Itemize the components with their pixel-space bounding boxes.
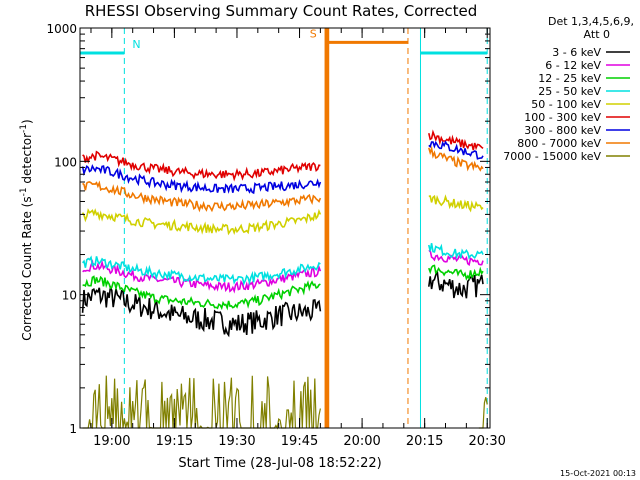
legend-label-6: 300 - 800 keV [524,124,601,137]
y-tick-label-1: 1 [69,422,77,436]
legend-label-2: 12 - 25 keV [538,72,601,85]
x-tick-label-6: 20:30 [468,434,505,449]
series-line-2-seg-0 [82,275,321,311]
legend-label-4: 50 - 100 keV [531,98,601,111]
series-line-7-seg-0 [82,180,322,213]
series-line-0-seg-0 [81,284,322,338]
series-line-0-seg-1 [428,270,484,299]
legend-header-line1: Det 1,3,4,5,6,9, [548,15,634,28]
y-axis-label: Corrected Count Rate (s-1 detector-1) [19,119,34,340]
series-line-2-seg-1 [428,264,484,281]
legend-header-line2: Att 0 [584,28,610,41]
x-tick-label-4: 20:00 [343,434,380,449]
x-tick-label-0: 19:00 [93,434,130,449]
y-axis-label-sup1: -1 [19,187,29,196]
series-line-3-seg-1 [428,243,484,260]
x-tick-label-5: 20:15 [406,434,443,449]
legend-label-0: 3 - 6 keV [552,46,601,59]
flag-label-n: N [132,38,140,51]
flag-label-s: S [310,27,317,40]
legend-label-1: 6 - 12 keV [545,59,601,72]
series-line-6-seg-1 [428,140,484,160]
footer-timestamp: 15-Oct-2021 00:13 [560,469,636,478]
y-axis-label-sup2: -1 [19,124,29,133]
x-tick-label-1: 19:15 [156,434,193,449]
y-tick-label-100: 100 [54,155,77,169]
plot-frame [79,27,491,429]
series-line-5-seg-0 [82,150,321,182]
series-line-4-seg-0 [81,208,322,236]
y-tick-label-1000: 1000 [46,22,77,36]
legend-label-5: 100 - 300 keV [524,111,601,124]
series-line-6-seg-0 [81,164,322,195]
y-tick-label-10: 10 [62,289,77,303]
x-tick-label-3: 19:45 [281,434,318,449]
legend-label-3: 25 - 50 keV [538,85,601,98]
saa-gap-band [324,28,329,428]
y-axis-label-part3: ) [20,119,34,124]
x-tick-label-2: 19:30 [218,434,255,449]
chart-title: RHESSI Observing Summary Count Rates, Co… [85,2,478,20]
x-axis-label: Start Time (28-Jul-08 18:52:22) [178,456,381,471]
plot-area: N S 1 10 100 1000 19:00 19:15 19:30 19:45 20:00 20:… [46,22,506,449]
series-line-8-seg-1 [478,397,488,429]
y-axis-label-part2: detector [20,133,34,188]
series-line-7-seg-1 [428,145,484,172]
y-axis-label-part1: Corrected Count Rate (s [20,196,34,340]
series-line-5-seg-1 [428,129,484,151]
legend-label-7: 800 - 7000 keV [517,137,601,150]
legend-label-8: 7000 - 15000 keV [503,150,601,163]
series-line-4-seg-1 [428,194,484,213]
series-line-3-seg-0 [81,255,321,286]
series-line-1-seg-0 [82,259,322,294]
series-line-8-seg-0 [82,375,321,430]
series-line-1-seg-1 [428,249,484,267]
